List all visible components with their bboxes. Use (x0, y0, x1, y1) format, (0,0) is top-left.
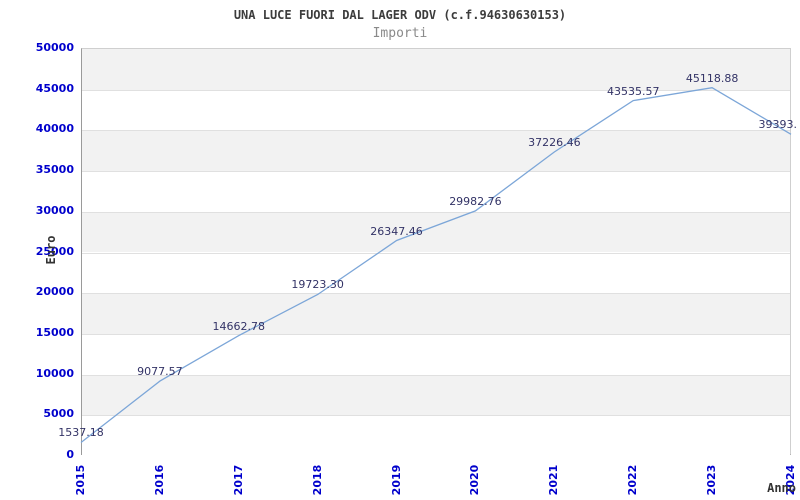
y-tick-label: 35000 (35, 163, 74, 177)
y-tick-label: 5000 (43, 407, 74, 421)
y-axis-label: Euro (44, 235, 58, 265)
point-value-label: 37226.46 (528, 135, 581, 149)
plot-band (82, 211, 790, 253)
x-tick-label: 2019 (389, 464, 403, 496)
plot-band (82, 49, 790, 90)
plot-band (82, 130, 790, 172)
importi-line (80, 87, 792, 444)
plot-band (82, 374, 790, 416)
point-value-label: 14662.78 (212, 319, 266, 333)
y-gridline (82, 89, 790, 91)
y-gridline (82, 252, 790, 254)
x-tick-label: 2021 (547, 464, 561, 496)
y-tick-label: 0 (66, 448, 74, 461)
y-gridline (82, 211, 790, 213)
y-gridline (82, 171, 790, 173)
point-value-label: 29982.76 (449, 194, 502, 208)
y-gridline (82, 415, 790, 417)
x-tick-label: 2020 (468, 464, 482, 496)
x-tick-label: 2022 (626, 464, 640, 496)
y-tick-label: 50000 (35, 41, 74, 54)
y-tick-label: 25000 (35, 244, 74, 258)
point-value-label: 9077.57 (137, 365, 183, 379)
y-tick-label: 45000 (35, 81, 74, 95)
point-value-label: 1537.18 (58, 426, 104, 440)
x-tick-label: 2015 (74, 464, 87, 496)
y-gridline (82, 333, 790, 335)
plot-band (82, 415, 790, 456)
plot-band (82, 171, 790, 212)
chart-title: UNA LUCE FUORI DAL LAGER ODV (c.f.946306… (233, 8, 567, 22)
point-value-label: 26347.46 (370, 224, 423, 238)
plot-band (82, 333, 790, 375)
y-tick-label: 40000 (35, 122, 74, 136)
plot-band (82, 89, 790, 131)
point-value-label: 43535.57 (606, 84, 660, 98)
y-gridline (82, 293, 790, 295)
plot-band (82, 252, 790, 294)
x-tick-label: 2023 (705, 464, 719, 496)
x-tick-label: 2016 (152, 464, 166, 496)
y-tick-label: 20000 (35, 285, 74, 299)
point-value-label: 45118.88 (685, 71, 739, 85)
y-tick-label: 10000 (35, 366, 74, 380)
y-gridline (82, 374, 790, 376)
point-value-label: 19723.30 (291, 278, 344, 292)
y-tick-label: 15000 (35, 325, 74, 339)
chart-subtitle: Importi (372, 26, 428, 41)
y-gridline (82, 130, 790, 132)
line-series (80, 87, 792, 444)
x-axis-label: Anno (767, 481, 796, 495)
x-tick-label: 2017 (231, 464, 245, 496)
point-value-label: 39393. (758, 118, 798, 132)
x-tick-label: 2018 (310, 464, 324, 496)
plot-area (81, 48, 791, 456)
plot-band (82, 293, 790, 334)
y-tick-label: 30000 (35, 203, 74, 217)
